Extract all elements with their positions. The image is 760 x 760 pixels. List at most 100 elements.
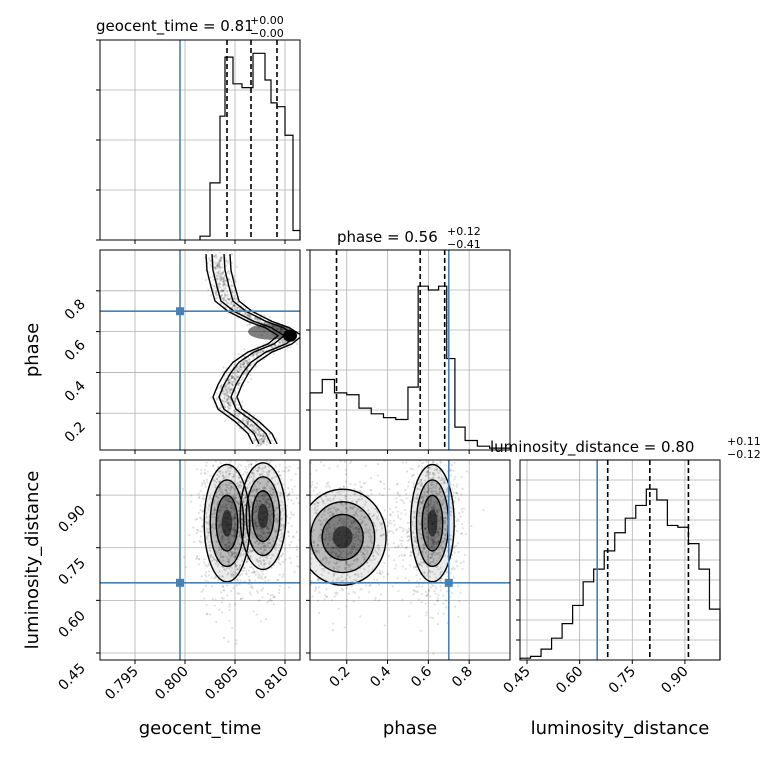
sample-point: [242, 362, 246, 366]
sample-point: [218, 524, 221, 528]
sample-point: [261, 541, 265, 545]
sample-point: [240, 522, 244, 526]
sample-point: [234, 555, 237, 559]
sample-point: [434, 576, 437, 579]
sample-point: [215, 559, 218, 562]
sample-point: [216, 293, 219, 296]
sample-point: [233, 487, 236, 490]
sample-point: [233, 535, 236, 538]
sample-point: [218, 514, 221, 518]
sample-point: [251, 536, 254, 539]
sample-point: [303, 541, 305, 543]
sample-point: [220, 272, 223, 275]
y-tick-label: 0.6: [62, 337, 89, 364]
sample-point: [255, 500, 259, 503]
sample-point: [216, 440, 218, 442]
sample-point: [416, 590, 419, 593]
sample-point: [230, 387, 233, 390]
sample-point: [235, 546, 238, 549]
sample-point: [258, 467, 261, 470]
sample-point: [429, 466, 432, 469]
sample-point: [386, 524, 389, 528]
sample-point: [234, 564, 238, 567]
sample-point: [425, 594, 428, 597]
sample-point: [226, 394, 230, 398]
sample-point: [292, 535, 295, 538]
sample-point: [264, 618, 268, 621]
sample-point: [231, 551, 234, 554]
sample-point: [259, 432, 262, 435]
sample-point: [233, 562, 236, 566]
sample-point: [226, 297, 229, 300]
sample-point: [258, 473, 261, 476]
sample-point: [437, 556, 440, 559]
sample-point: [242, 498, 245, 501]
sample-point: [216, 426, 218, 428]
sample-point: [248, 323, 251, 326]
sample-point: [223, 292, 226, 295]
sample-point: [259, 439, 262, 442]
sample-point: [251, 362, 254, 365]
sample-point: [452, 566, 455, 569]
sample-point: [226, 405, 229, 408]
sample-point: [257, 534, 261, 537]
sample-point: [242, 493, 245, 496]
sample-point: [264, 575, 267, 579]
sample-point: [262, 466, 265, 470]
sample-point: [232, 274, 235, 278]
sample-point: [259, 351, 262, 354]
sample-point: [261, 350, 264, 353]
sample-point: [231, 380, 235, 383]
sample-point: [216, 465, 220, 468]
sample-point: [207, 563, 210, 566]
sample-point: [305, 487, 307, 489]
sample-point: [302, 514, 304, 516]
sample-point: [241, 597, 245, 600]
sample-point: [251, 490, 255, 493]
sample-point: [457, 615, 460, 618]
sample-point: [259, 441, 262, 444]
sample-point: [239, 483, 242, 486]
sample-point: [263, 546, 266, 549]
sample-point: [239, 567, 242, 570]
sample-point: [461, 567, 464, 571]
sample-point: [212, 527, 215, 530]
sample-point: [411, 474, 414, 477]
sample-point: [249, 519, 252, 522]
sample-point: [419, 501, 423, 504]
sample-point: [243, 566, 246, 570]
sample-point: [202, 494, 205, 497]
sample-point: [407, 485, 410, 488]
sample-point: [220, 611, 224, 614]
sample-point: [230, 553, 233, 556]
sample-point: [216, 565, 220, 568]
sample-point: [214, 267, 217, 270]
sample-point: [426, 560, 429, 564]
sample-point: [260, 434, 263, 437]
sample-point: [427, 489, 430, 492]
sample-point: [205, 521, 208, 524]
sample-point: [281, 341, 284, 344]
sample-point: [233, 304, 236, 307]
sample-point: [224, 547, 227, 550]
sample-point: [437, 540, 440, 543]
sample-point: [245, 560, 248, 563]
sample-point: [255, 353, 259, 356]
sample-point: [256, 429, 259, 432]
sample-point: [219, 270, 222, 273]
sample-point: [458, 511, 461, 515]
sample-point: [232, 304, 235, 307]
plot-area: [302, 460, 485, 655]
sample-point: [236, 506, 239, 509]
sample-point: [438, 493, 441, 496]
sample-point: [220, 596, 224, 599]
sample-point: [275, 507, 279, 510]
sample-point: [258, 599, 261, 602]
sample-point: [253, 424, 256, 427]
sample-point: [412, 531, 415, 534]
sample-point: [216, 277, 219, 280]
sample-point: [200, 541, 203, 544]
sample-point: [435, 469, 439, 472]
sample-point: [305, 528, 307, 530]
sample-point: [217, 262, 220, 265]
